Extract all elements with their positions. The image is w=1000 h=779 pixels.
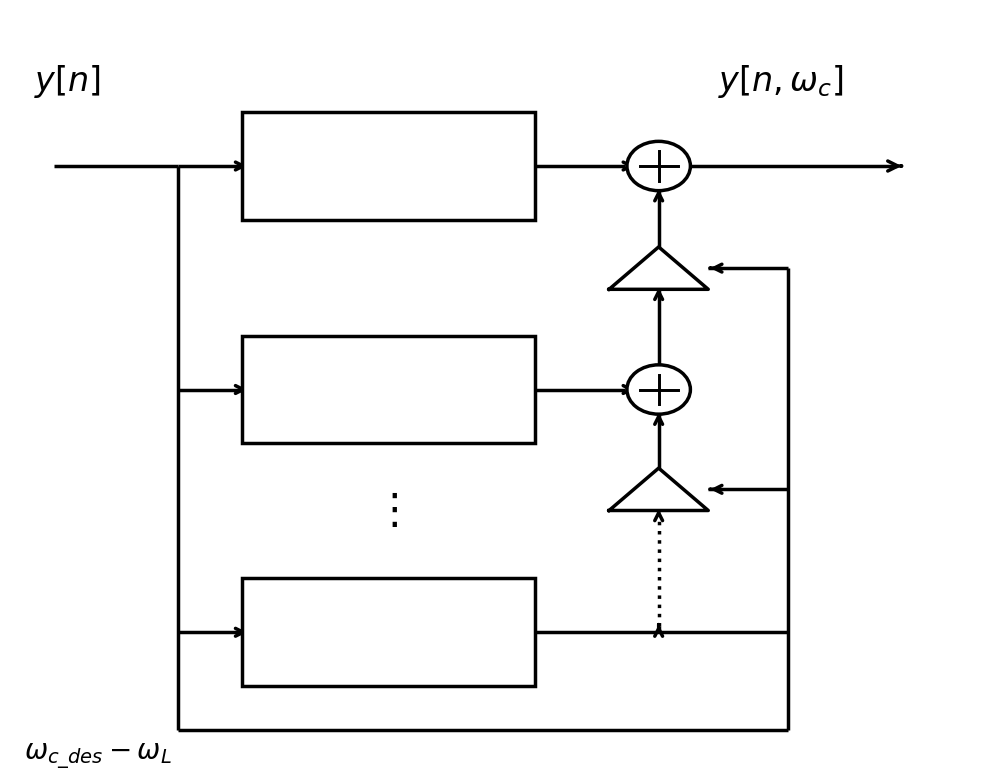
Polygon shape <box>609 468 708 510</box>
Polygon shape <box>609 247 708 289</box>
Circle shape <box>627 141 690 191</box>
Text: $\omega_{c\_des} - \omega_L$: $\omega_{c\_des} - \omega_L$ <box>24 741 172 770</box>
Text: $y[n]$: $y[n]$ <box>34 63 101 100</box>
Text: $C_{P_3-1}(z)$: $C_{P_3-1}(z)$ <box>329 615 448 650</box>
Text: $C_0(z)$: $C_0(z)$ <box>353 150 424 182</box>
Text: $y[n, \omega_c]$: $y[n, \omega_c]$ <box>718 63 844 100</box>
Text: $\vdots$: $\vdots$ <box>373 490 398 532</box>
Text: $C_1(z)$: $C_1(z)$ <box>353 374 424 405</box>
Circle shape <box>627 365 690 414</box>
Bar <box>242 336 535 443</box>
Bar <box>242 112 535 220</box>
Bar <box>242 578 535 686</box>
